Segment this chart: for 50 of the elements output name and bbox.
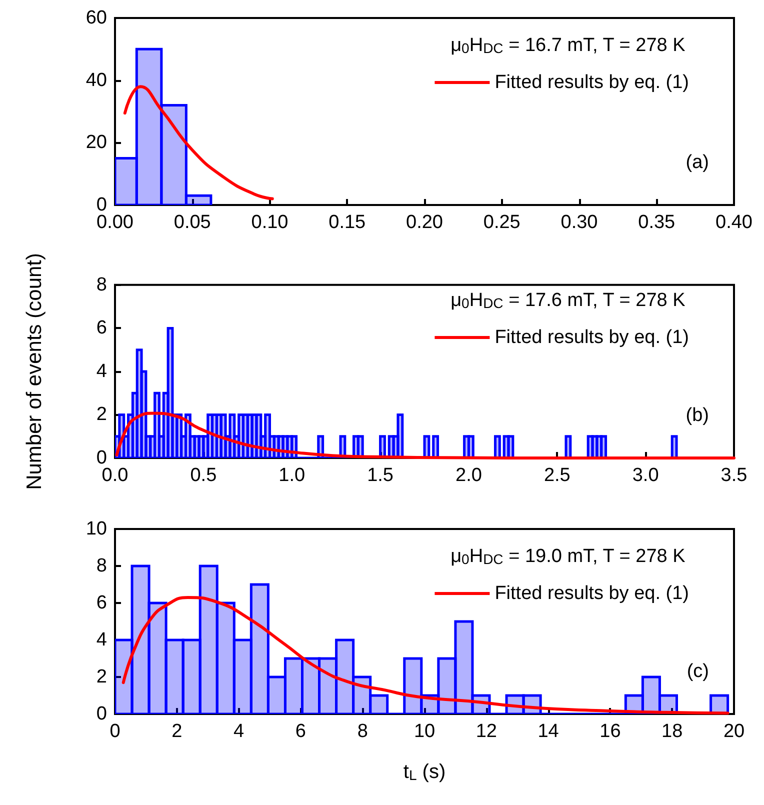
x-tick-label: 10 bbox=[414, 721, 436, 742]
x-tick-label: 0.30 bbox=[560, 212, 598, 233]
x-tick-label: 4 bbox=[234, 721, 245, 742]
y-tick-label: 2 bbox=[96, 404, 107, 426]
x-axis-title: tL (s) bbox=[403, 761, 446, 783]
x-tick-label: 2.0 bbox=[456, 465, 482, 486]
x-tick-label: 0.35 bbox=[638, 212, 676, 233]
annotation: μ0HDC = 19.0 mT, T = 278 K bbox=[450, 546, 686, 567]
x-tick-label: 16 bbox=[600, 721, 621, 742]
x-tick-label: 20 bbox=[723, 721, 745, 742]
y-axis-title: Number of events (count) bbox=[23, 253, 46, 490]
x-tick-label: 2.5 bbox=[544, 465, 570, 486]
x-tick-label: 8 bbox=[357, 721, 368, 742]
legend-label: Fitted results by eq. (1) bbox=[494, 327, 689, 348]
x-tick-label: 18 bbox=[662, 721, 683, 742]
annotation: μ0HDC = 17.6 mT, T = 278 K bbox=[450, 290, 686, 311]
x-tick-label: 1.0 bbox=[278, 465, 306, 486]
y-tick-label: 40 bbox=[86, 70, 107, 91]
annotation: (c) bbox=[686, 661, 709, 682]
x-tick-label: 2 bbox=[172, 721, 182, 742]
x-tick-label: 0.10 bbox=[251, 212, 288, 233]
legend-label: Fitted results by eq. (1) bbox=[494, 583, 689, 604]
y-tick-label: 60 bbox=[86, 8, 107, 28]
y-tick-label: 6 bbox=[96, 592, 107, 614]
y-tick-label: 4 bbox=[96, 630, 108, 650]
y-tick-label: 6 bbox=[96, 318, 107, 339]
y-tick-label: 0 bbox=[96, 704, 107, 724]
x-tick-label: 1.5 bbox=[367, 465, 394, 486]
x-tick-label: 3.0 bbox=[632, 465, 659, 486]
x-tick-label: 0.15 bbox=[328, 212, 366, 233]
x-tick-label: 0.25 bbox=[483, 212, 520, 233]
legend-label: Fitted results by eq. (1) bbox=[494, 72, 689, 93]
x-tick-label: 0.5 bbox=[190, 465, 217, 486]
y-tick-label: 8 bbox=[96, 556, 107, 576]
annotation: (b) bbox=[686, 405, 710, 426]
annotation: μ0HDC = 16.7 mT, T = 278 K bbox=[450, 35, 686, 56]
x-tick-label: 3.5 bbox=[720, 465, 748, 486]
y-tick-label: 8 bbox=[96, 274, 107, 296]
y-tick-label: 10 bbox=[86, 518, 107, 540]
y-tick-label: 2 bbox=[96, 666, 107, 688]
y-tick-label: 20 bbox=[86, 132, 107, 154]
x-tick-label: 12 bbox=[476, 721, 497, 742]
x-tick-label: 0.40 bbox=[716, 212, 752, 233]
x-tick-label: 0 bbox=[110, 721, 120, 742]
y-tick-label: 4 bbox=[96, 360, 108, 382]
annotation: (a) bbox=[686, 152, 710, 173]
x-tick-label: 0.20 bbox=[406, 212, 443, 233]
x-tick-label: 0.05 bbox=[174, 212, 211, 233]
x-tick-label: 6 bbox=[295, 721, 306, 742]
x-tick-label: 14 bbox=[538, 721, 560, 742]
